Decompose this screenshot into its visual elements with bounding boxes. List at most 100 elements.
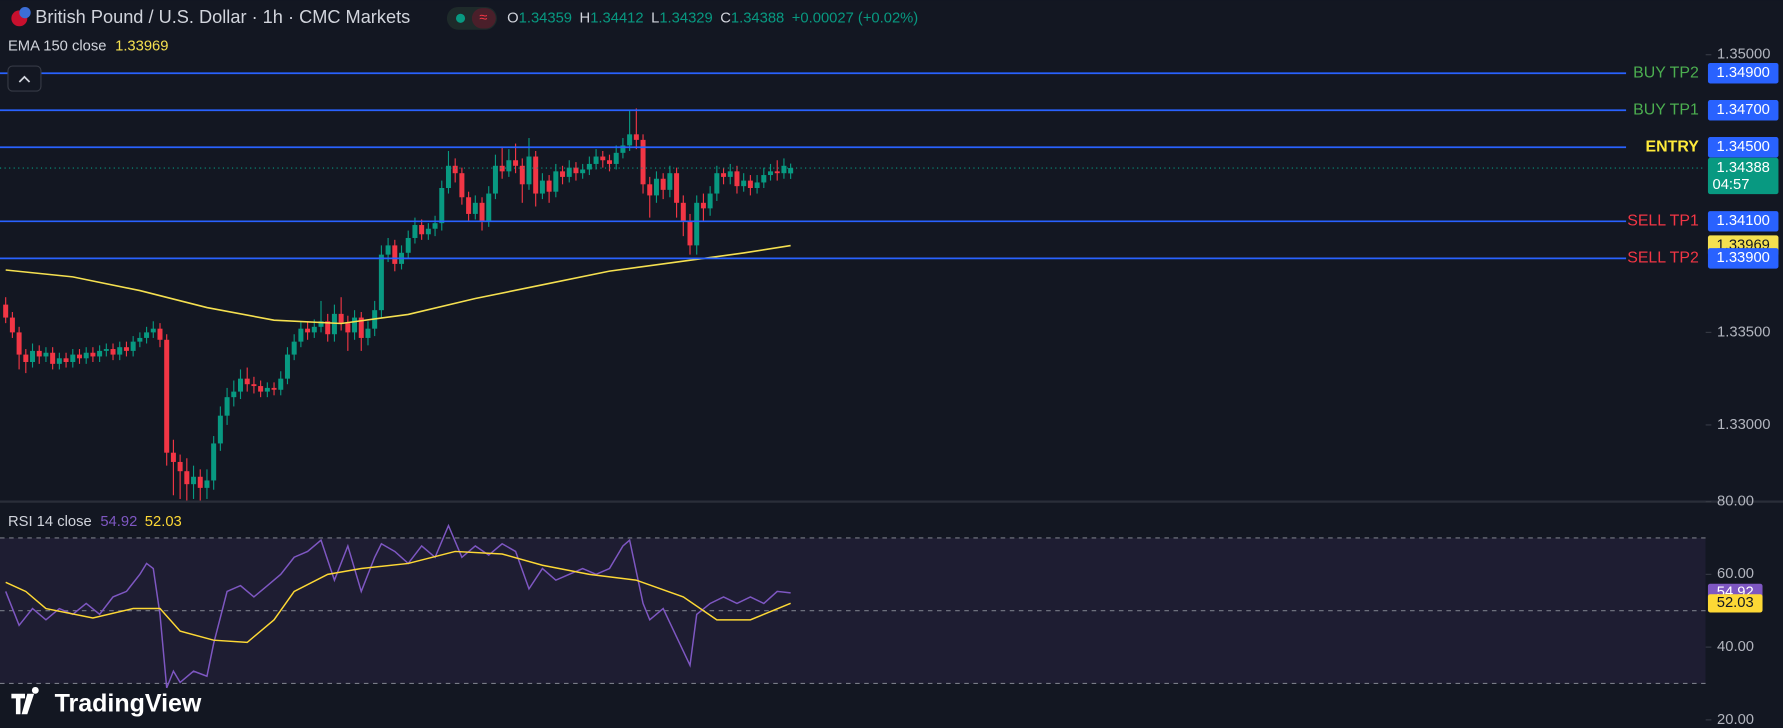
candle-body [459, 173, 465, 198]
rsi-legend-value: 54.92 [100, 514, 137, 530]
candle-body [358, 317, 364, 338]
y-tick-label: 60.00 [1717, 566, 1754, 582]
candle-body [318, 321, 324, 327]
watermark: TradingView [55, 690, 202, 718]
level-axis-box [1707, 63, 1779, 84]
level-axis-label: 1.34700 [1717, 102, 1770, 118]
logo-mark [11, 686, 39, 715]
ema-legend-value: 1.33969 [115, 39, 168, 55]
rsi-ma-legend-value: 52.03 [145, 514, 182, 530]
candle-body [365, 328, 371, 338]
level-axis-label: 1.34900 [1717, 65, 1770, 81]
candle-body [526, 156, 532, 185]
candle-body [660, 178, 666, 190]
candle-body [546, 180, 552, 192]
candle-body [707, 193, 713, 209]
ohlc-value: 1.34359 [519, 10, 572, 26]
candle-body [573, 167, 579, 174]
rsi-axis-box [1707, 594, 1763, 613]
y-tick-label: 1.33000 [1717, 417, 1770, 433]
candle-body [130, 341, 136, 351]
candle-body [278, 378, 284, 390]
ema-legend: EMA 150 close 1.33969 [8, 39, 169, 55]
candle-body [586, 163, 592, 170]
candle-body [647, 184, 653, 196]
candle-body [311, 326, 317, 333]
rsi-pane [0, 523, 1706, 689]
candle-body [412, 225, 418, 238]
candle-body [687, 221, 693, 246]
market-status [455, 13, 466, 23]
candle-body [352, 317, 358, 333]
y-tick-label: 80.00 [1717, 493, 1754, 509]
level-axis-box [1707, 248, 1779, 269]
level-axis-box [1707, 137, 1779, 158]
candle-body [137, 337, 143, 342]
candle-body [63, 358, 69, 362]
candle-body [479, 202, 485, 222]
candle-body [144, 332, 150, 338]
last-price-box [1707, 157, 1779, 195]
price-change: +0.00027 (+0.02%) [792, 10, 918, 26]
candle-body [123, 347, 129, 351]
candle-body [580, 169, 586, 174]
candle-body [150, 328, 156, 333]
candle-body [674, 173, 680, 203]
candle-body [117, 347, 123, 355]
level-name: SELL TP2 [1627, 250, 1699, 267]
level-axis-box [1707, 100, 1779, 121]
candle-body [620, 145, 626, 153]
ohlc-letter: C [720, 10, 731, 26]
candle-body [191, 476, 197, 485]
rsi-legend: RSI 14 close 54.92 52.03 [8, 514, 182, 530]
candle-body [43, 352, 49, 357]
rsi-legend-name: RSI 14 close [8, 514, 92, 530]
candle-body [385, 245, 391, 255]
candle-body [627, 134, 633, 146]
candle-body [425, 228, 431, 235]
candle-body [284, 354, 290, 379]
collapse-button[interactable] [7, 65, 42, 92]
candle-body [50, 352, 56, 364]
level-axis-label: 1.33900 [1717, 250, 1770, 266]
candle-body [613, 152, 619, 164]
candle-body [271, 387, 277, 390]
status-icon-glyph: ≈ [479, 10, 487, 26]
candle-body [466, 197, 472, 214]
status-icon [471, 8, 496, 29]
candle-body [774, 171, 780, 174]
candle-body [217, 415, 223, 444]
ohlc-letter: L [651, 10, 659, 26]
candle-body [761, 175, 767, 183]
candle-body [734, 171, 740, 187]
candle-body [305, 328, 311, 333]
candle-body [714, 173, 720, 194]
candle-body [97, 350, 103, 357]
candle-body [197, 476, 203, 488]
candle-body [36, 350, 42, 357]
collapse-icon [18, 75, 31, 83]
ema-line [5, 244, 791, 325]
candle-body [781, 165, 787, 174]
candle-body [110, 349, 116, 355]
candle-body [76, 354, 82, 359]
candle-body [788, 168, 794, 174]
candle-body [237, 378, 244, 392]
candle-body [3, 304, 9, 318]
candle-body [30, 350, 36, 362]
level-name: BUY TP2 [1633, 64, 1699, 81]
candle-body [103, 349, 109, 351]
candle-body [553, 171, 559, 192]
candle-body [606, 160, 612, 164]
candle-body [204, 480, 210, 488]
candle-body [258, 386, 264, 392]
candle-body [768, 171, 774, 176]
candle-body [640, 139, 646, 185]
candle-body [439, 188, 445, 224]
candle-body [338, 313, 344, 324]
candle-body [392, 245, 398, 264]
candle-body [184, 471, 190, 485]
candle-body [264, 387, 270, 392]
y-tick-label: 1.33500 [1717, 324, 1770, 340]
